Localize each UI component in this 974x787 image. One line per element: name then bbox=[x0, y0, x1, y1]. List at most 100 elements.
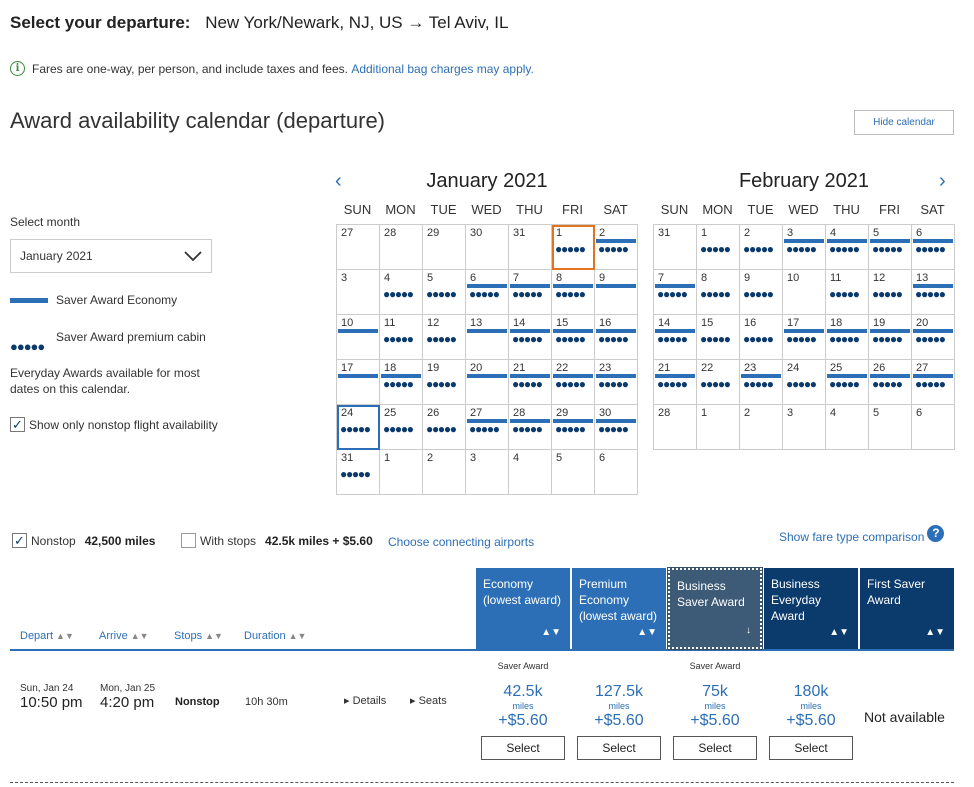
calendar-day[interactable]: 4 bbox=[826, 405, 869, 450]
calendar-day[interactable]: 22 ●●●●● bbox=[697, 360, 740, 405]
calendar-day[interactable]: 27 ●●●●● bbox=[466, 405, 509, 450]
calendar-day[interactable]: 28 bbox=[380, 225, 423, 270]
select-economy-button[interactable]: Select bbox=[481, 736, 565, 760]
calendar-day[interactable]: 19 ●●●●● bbox=[423, 360, 466, 405]
calendar-day[interactable]: 22 ●●●●● bbox=[552, 360, 595, 405]
next-month-arrow[interactable]: › bbox=[939, 170, 946, 192]
seats-link[interactable]: ▸ Seats bbox=[410, 694, 447, 707]
calendar-day[interactable]: 2 ●●●●● bbox=[595, 225, 638, 270]
calendar-day[interactable]: 21 ●●●●● bbox=[654, 360, 697, 405]
calendar-day[interactable]: 20 ●●●●● bbox=[912, 315, 955, 360]
calendar-day[interactable]: 29 ●●●●● bbox=[552, 405, 595, 450]
calendar-day[interactable]: 30 ●●●●● bbox=[595, 405, 638, 450]
calendar-day[interactable]: 4 ●●●●● bbox=[380, 270, 423, 315]
calendar-day[interactable]: 15 ●●●●● bbox=[552, 315, 595, 360]
sort-arrive[interactable]: Arrive ▲▼ bbox=[99, 630, 149, 642]
with-stops-checkbox[interactable] bbox=[181, 533, 196, 548]
calendar-day[interactable]: 6 ●●●●● bbox=[466, 270, 509, 315]
calendar-day[interactable]: 25 ●●●●● bbox=[826, 360, 869, 405]
calendar-day[interactable]: 5 bbox=[869, 405, 912, 450]
calendar-day[interactable]: 19 ●●●●● bbox=[869, 315, 912, 360]
calendar-day[interactable]: 26 ●●●●● bbox=[423, 405, 466, 450]
help-icon[interactable]: ? bbox=[927, 524, 945, 542]
calendar-day[interactable]: 9 bbox=[595, 270, 638, 315]
fare-header-first-saver[interactable]: First Saver Award ▲▼ bbox=[860, 568, 954, 649]
hide-calendar-button[interactable]: Hide calendar bbox=[854, 110, 954, 135]
calendar-day[interactable]: 2 ●●●●● bbox=[740, 225, 783, 270]
calendar-day[interactable]: 12 ●●●●● bbox=[869, 270, 912, 315]
select-premium-economy-button[interactable]: Select bbox=[577, 736, 661, 760]
calendar-day[interactable]: 16 ●●●●● bbox=[595, 315, 638, 360]
calendar-day[interactable]: 9 ●●●●● bbox=[740, 270, 783, 315]
calendar-day[interactable]: 3 ●●●●● bbox=[783, 225, 826, 270]
bag-charges-link[interactable]: Additional bag charges may apply. bbox=[351, 61, 534, 76]
calendar-day[interactable]: 11 ●●●●● bbox=[826, 270, 869, 315]
calendar-day[interactable]: 1 bbox=[697, 405, 740, 450]
calendar-day[interactable]: 25 ●●●●● bbox=[380, 405, 423, 450]
calendar-day[interactable]: 3 bbox=[783, 405, 826, 450]
calendar-day[interactable]: 27 ●●●●● bbox=[912, 360, 955, 405]
select-business-saver-button[interactable]: Select bbox=[673, 736, 757, 760]
calendar-day[interactable]: 17 bbox=[337, 360, 380, 405]
calendar-day[interactable]: 2 bbox=[423, 450, 466, 495]
month-select[interactable]: January 2021 bbox=[10, 239, 212, 273]
prev-month-arrow[interactable]: ‹ bbox=[335, 170, 342, 192]
calendar-day[interactable]: 12 ●●●●● bbox=[423, 315, 466, 360]
calendar-day[interactable]: 27 bbox=[337, 225, 380, 270]
calendar-day[interactable]: 15 ●●●●● bbox=[697, 315, 740, 360]
nonstop-only-checkbox[interactable]: ✓ bbox=[10, 417, 25, 432]
fare-comparison-link[interactable]: Show fare type comparison ? bbox=[779, 524, 945, 544]
calendar-day[interactable]: 21 ●●●●● bbox=[509, 360, 552, 405]
sort-depart[interactable]: Depart ▲▼ bbox=[20, 630, 74, 642]
calendar-day[interactable]: 30 bbox=[466, 225, 509, 270]
calendar-day[interactable]: 7 ●●●●● bbox=[654, 270, 697, 315]
calendar-day[interactable]: 28 bbox=[654, 405, 697, 450]
calendar-day[interactable]: 13 bbox=[466, 315, 509, 360]
with-stops-filter[interactable]: With stops 42.5k miles + $5.60 bbox=[181, 533, 373, 548]
calendar-day[interactable]: 31 bbox=[509, 225, 552, 270]
calendar-day[interactable]: 29 bbox=[423, 225, 466, 270]
details-link[interactable]: ▸ Details bbox=[344, 694, 386, 707]
calendar-day[interactable]: 23 ●●●●● bbox=[740, 360, 783, 405]
calendar-day[interactable]: 4 bbox=[509, 450, 552, 495]
calendar-day[interactable]: 18 ●●●●● bbox=[826, 315, 869, 360]
nonstop-filter[interactable]: ✓ Nonstop 42,500 miles bbox=[12, 533, 155, 548]
calendar-day[interactable]: 31 bbox=[654, 225, 697, 270]
calendar-day[interactable]: 5 ●●●●● bbox=[869, 225, 912, 270]
calendar-day[interactable]: 18 ●●●●● bbox=[380, 360, 423, 405]
calendar-day[interactable]: 10 bbox=[783, 270, 826, 315]
calendar-day[interactable]: 20 bbox=[466, 360, 509, 405]
calendar-day[interactable]: 1 bbox=[380, 450, 423, 495]
calendar-day[interactable]: 13 ●●●●● bbox=[912, 270, 955, 315]
calendar-day[interactable]: 10 bbox=[337, 315, 380, 360]
fare-header-premium-economy[interactable]: Premium Economy (lowest award) ▲▼ bbox=[572, 568, 666, 649]
calendar-day[interactable]: 5 ●●●●● bbox=[423, 270, 466, 315]
calendar-day[interactable]: 28 ●●●●● bbox=[509, 405, 552, 450]
calendar-day[interactable]: 1 ●●●●● bbox=[552, 225, 595, 270]
calendar-day[interactable]: 3 bbox=[466, 450, 509, 495]
calendar-day[interactable]: 6 bbox=[912, 405, 955, 450]
calendar-day[interactable]: 4 ●●●●● bbox=[826, 225, 869, 270]
calendar-day[interactable]: 17 ●●●●● bbox=[783, 315, 826, 360]
calendar-day[interactable]: 7 ●●●●● bbox=[509, 270, 552, 315]
calendar-day[interactable]: 2 bbox=[740, 405, 783, 450]
calendar-day[interactable]: 11 ●●●●● bbox=[380, 315, 423, 360]
calendar-day[interactable]: 6 bbox=[595, 450, 638, 495]
calendar-day[interactable]: 26 ●●●●● bbox=[869, 360, 912, 405]
calendar-day[interactable]: 14 ●●●●● bbox=[509, 315, 552, 360]
calendar-day[interactable]: 5 bbox=[552, 450, 595, 495]
calendar-day[interactable]: 24 ●●●●● bbox=[783, 360, 826, 405]
connecting-airports-link[interactable]: Choose connecting airports bbox=[388, 535, 535, 549]
sort-duration[interactable]: Duration ▲▼ bbox=[244, 630, 306, 642]
fare-header-business-saver[interactable]: Business Saver Award ↓ bbox=[667, 567, 763, 650]
calendar-day[interactable]: 3 bbox=[337, 270, 380, 315]
calendar-day[interactable]: 1 ●●●●● bbox=[697, 225, 740, 270]
calendar-day[interactable]: 31 ●●●●● bbox=[337, 450, 380, 495]
nonstop-only-option[interactable]: ✓ Show only nonstop flight availability bbox=[10, 417, 218, 432]
calendar-day[interactable]: 8 ●●●●● bbox=[697, 270, 740, 315]
fare-header-economy[interactable]: Economy (lowest award) ▲▼ bbox=[476, 568, 570, 649]
calendar-day[interactable]: 8 ●●●●● bbox=[552, 270, 595, 315]
calendar-day[interactable]: 23 ●●●●● bbox=[595, 360, 638, 405]
calendar-day[interactable]: 24 ●●●●● bbox=[337, 405, 380, 450]
fare-header-business-everyday[interactable]: Business Everyday Award ▲▼ bbox=[764, 568, 858, 649]
